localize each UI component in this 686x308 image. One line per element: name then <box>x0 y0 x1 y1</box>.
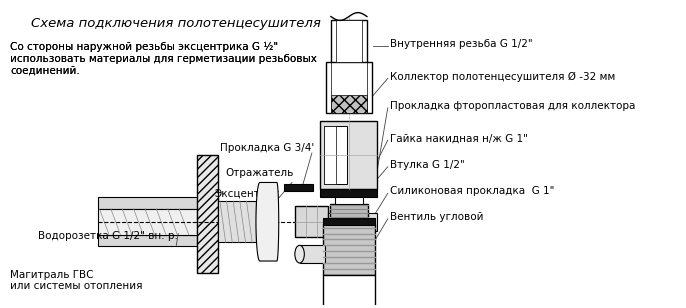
Text: Прокладка фторопластовая для коллектора: Прокладка фторопластовая для коллектора <box>390 101 635 111</box>
Bar <box>285 184 313 191</box>
Bar <box>300 245 325 263</box>
Text: Со стороны наружной резьбы эксцентрика G ½"
использовать материалы для герметиза: Со стороны наружной резьбы эксцентрика G… <box>10 42 317 75</box>
Text: Стена: Стена <box>226 211 259 221</box>
Text: Водорозетка G 1/2" вн. р.: Водорозетка G 1/2" вн. р. <box>38 231 178 241</box>
Bar <box>323 224 375 275</box>
Ellipse shape <box>295 245 305 263</box>
Bar <box>295 206 328 237</box>
Bar <box>97 209 197 234</box>
Text: Коллектор полотенцесушителя Ø -32 мм: Коллектор полотенцесушителя Ø -32 мм <box>390 71 615 82</box>
Bar <box>328 213 377 231</box>
Bar <box>330 204 368 218</box>
Bar <box>97 234 197 246</box>
Text: Внутренняя резьба G 1/2": Внутренняя резьба G 1/2" <box>390 39 532 49</box>
Polygon shape <box>256 182 279 261</box>
Bar <box>320 121 377 189</box>
Bar <box>324 126 335 184</box>
Bar <box>218 201 256 242</box>
Bar <box>197 155 218 273</box>
Text: Магитраль ГВС
или системы отопления: Магитраль ГВС или системы отопления <box>10 270 143 291</box>
Text: Вентиль угловой: Вентиль угловой <box>390 212 483 222</box>
Bar <box>331 20 367 62</box>
Text: Прокладка G 3/4': Прокладка G 3/4' <box>220 143 314 153</box>
Text: Со стороны наружной резьбы эксцентрика G ½"
использовать материалы для герметиза: Со стороны наружной резьбы эксцентрика G… <box>10 42 317 75</box>
Text: Гайка накидная н/ж G 1": Гайка накидная н/ж G 1" <box>390 133 528 143</box>
Bar <box>320 189 377 197</box>
Bar <box>97 197 197 209</box>
Text: Силиконовая прокладка  G 1": Силиконовая прокладка G 1" <box>390 186 554 196</box>
Bar <box>335 20 362 62</box>
Text: Схема подключения полотенцесушителя: Схема подключения полотенцесушителя <box>32 17 321 30</box>
Text: Отражатель: Отражатель <box>226 168 294 178</box>
Bar <box>326 62 372 113</box>
Text: Втулка G 1/2": Втулка G 1/2" <box>390 160 464 170</box>
Bar <box>323 275 375 308</box>
Bar <box>331 95 367 113</box>
Bar <box>331 62 367 113</box>
Bar <box>323 218 375 225</box>
Text: Эксцентрик: Эксцентрик <box>214 189 280 199</box>
Bar <box>335 188 363 204</box>
Bar <box>324 126 347 184</box>
